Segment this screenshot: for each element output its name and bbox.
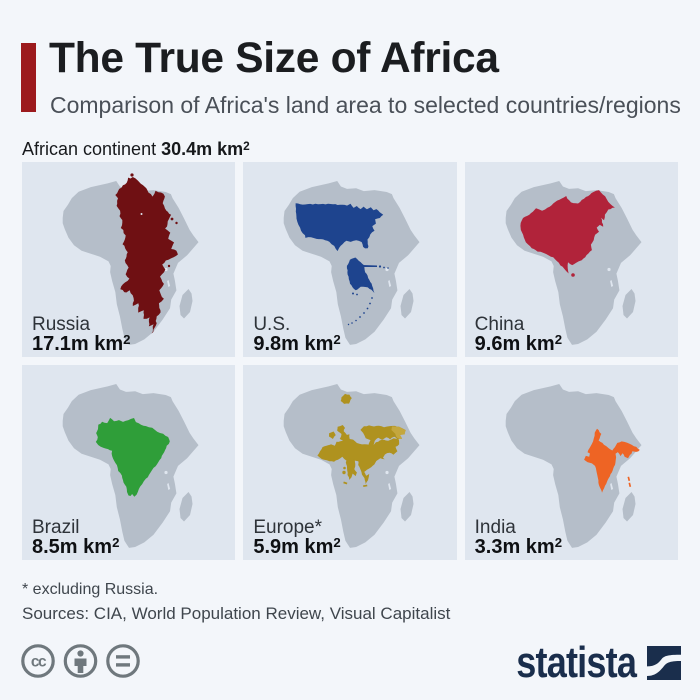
panel-label: Russia 17.1m km2 xyxy=(32,315,131,354)
country-name: India xyxy=(474,517,516,538)
map-brazil xyxy=(62,384,199,548)
statista-logo[interactable]: statista xyxy=(490,637,681,687)
statista-wordmark: statista xyxy=(516,637,637,687)
country-name: Russia xyxy=(32,314,91,335)
country-name: U.S. xyxy=(253,314,291,335)
map-china xyxy=(505,181,642,345)
panel-brazil: Brazil 8.5m km2 xyxy=(22,365,236,560)
map-us xyxy=(284,181,420,345)
panel-us: U.S. 9.8m km2 xyxy=(243,162,457,357)
country-name: Europe* xyxy=(253,517,322,538)
equals-icon[interactable] xyxy=(106,644,140,678)
panel-label: China 9.6m km2 xyxy=(475,315,562,354)
country-area: 9.8m km2 xyxy=(253,332,341,355)
panel-label: India 3.3m km2 xyxy=(475,518,562,557)
country-shape-europe xyxy=(317,393,407,487)
country-shape-brazil xyxy=(95,417,170,497)
attribution-icon[interactable] xyxy=(63,644,98,678)
country-area: 3.3m km2 xyxy=(474,535,563,558)
continent-area-line: African continent 30.4m km2 xyxy=(22,139,250,160)
country-shape-russia xyxy=(115,173,178,334)
page-title: The True Size of Africa xyxy=(49,35,499,82)
country-shape-us xyxy=(295,203,390,326)
map-india xyxy=(505,384,642,548)
map-grid: Russia 17.1m km2 xyxy=(22,162,678,560)
country-area: 5.9m km2 xyxy=(253,535,341,558)
panel-label: U.S. 9.8m km2 xyxy=(253,315,340,354)
page-subtitle: Comparison of Africa's land area to sele… xyxy=(50,92,681,118)
map-russia xyxy=(62,173,199,345)
attribution-person xyxy=(74,650,87,673)
continent-value: 30.4m km2 xyxy=(161,138,250,159)
accent-bar xyxy=(21,43,36,112)
sources-line: Sources: CIA, World Population Review, V… xyxy=(22,604,451,623)
cc-icon[interactable] xyxy=(21,644,55,678)
panel-russia: Russia 17.1m km2 xyxy=(22,162,236,357)
country-shape-china xyxy=(520,190,615,277)
license-icons[interactable]: cc xyxy=(21,643,142,679)
country-area: 9.6m km2 xyxy=(474,332,563,355)
equals-bars xyxy=(116,655,130,667)
panel-label: Brazil 8.5m km2 xyxy=(32,518,119,557)
statista-logo-square xyxy=(647,646,681,680)
panel-china: China 9.6m km2 xyxy=(464,162,678,357)
country-area: 8.5m km2 xyxy=(32,535,120,558)
cc-letters: cc xyxy=(31,654,47,671)
panel-europe: Europe* 5.9m km2 xyxy=(243,365,457,560)
country-shape-india xyxy=(583,428,640,493)
country-name: Brazil xyxy=(32,517,80,538)
continent-label: African continent xyxy=(22,139,157,159)
country-area: 17.1m km2 xyxy=(32,332,131,355)
country-name: China xyxy=(474,314,525,335)
panel-india: India 3.3m km2 xyxy=(464,365,678,560)
panel-label: Europe* 5.9m km2 xyxy=(253,518,340,557)
map-europe xyxy=(284,384,420,548)
footnote: * excluding Russia. xyxy=(22,581,159,598)
